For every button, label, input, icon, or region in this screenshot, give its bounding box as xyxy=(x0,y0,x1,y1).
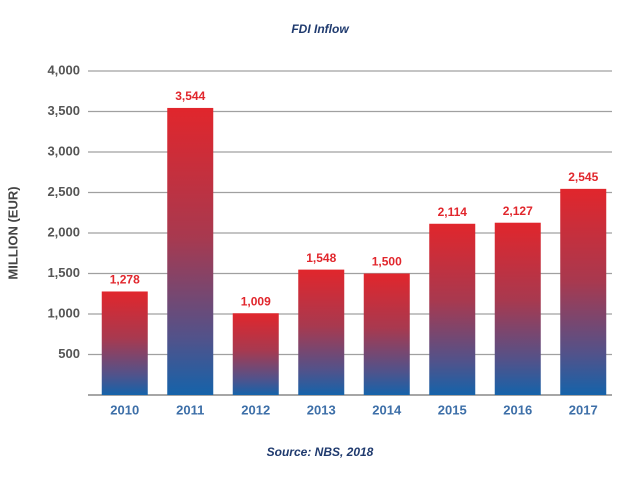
value-label: 1,548 xyxy=(306,251,336,265)
y-tick-label: 500 xyxy=(58,346,80,361)
value-label: 2,127 xyxy=(503,204,533,218)
bar xyxy=(494,222,541,395)
y-tick-label: 2,000 xyxy=(47,224,80,239)
x-tick-label: 2014 xyxy=(372,402,402,417)
value-label: 1,009 xyxy=(241,294,271,308)
bar xyxy=(363,273,410,395)
x-tick-label: 2012 xyxy=(241,402,270,417)
bar xyxy=(167,107,214,395)
source: Source: NBS, 2018 xyxy=(267,445,374,459)
y-tick-label: 3,500 xyxy=(47,103,80,118)
chart-title: FDI Inflow xyxy=(291,22,349,36)
bar xyxy=(429,223,476,395)
x-tick-label: 2011 xyxy=(176,402,204,417)
value-label: 1,278 xyxy=(110,273,140,287)
x-tick-label: 2016 xyxy=(503,402,532,417)
y-tick-label: 3,000 xyxy=(47,143,80,158)
value-label: 1,500 xyxy=(372,255,402,269)
value-label: 2,114 xyxy=(438,205,468,219)
x-tick-label: 2013 xyxy=(307,402,336,417)
value-label: 2,545 xyxy=(568,170,598,184)
value-label: 3,544 xyxy=(175,89,205,103)
x-tick-label: 2010 xyxy=(110,402,139,417)
bar xyxy=(560,188,607,395)
bar xyxy=(101,291,148,395)
x-tick-label: 2015 xyxy=(438,402,467,417)
bar xyxy=(232,313,279,395)
y-tick-label: 2,500 xyxy=(47,184,80,199)
y-axis-label: MILLION (EUR) xyxy=(5,186,20,279)
bar xyxy=(298,269,345,395)
y-tick-label: 4,000 xyxy=(47,62,80,77)
y-tick-label: 1,500 xyxy=(47,265,80,280)
y-tick-label: 1,000 xyxy=(47,305,80,320)
x-tick-label: 2017 xyxy=(569,402,598,417)
